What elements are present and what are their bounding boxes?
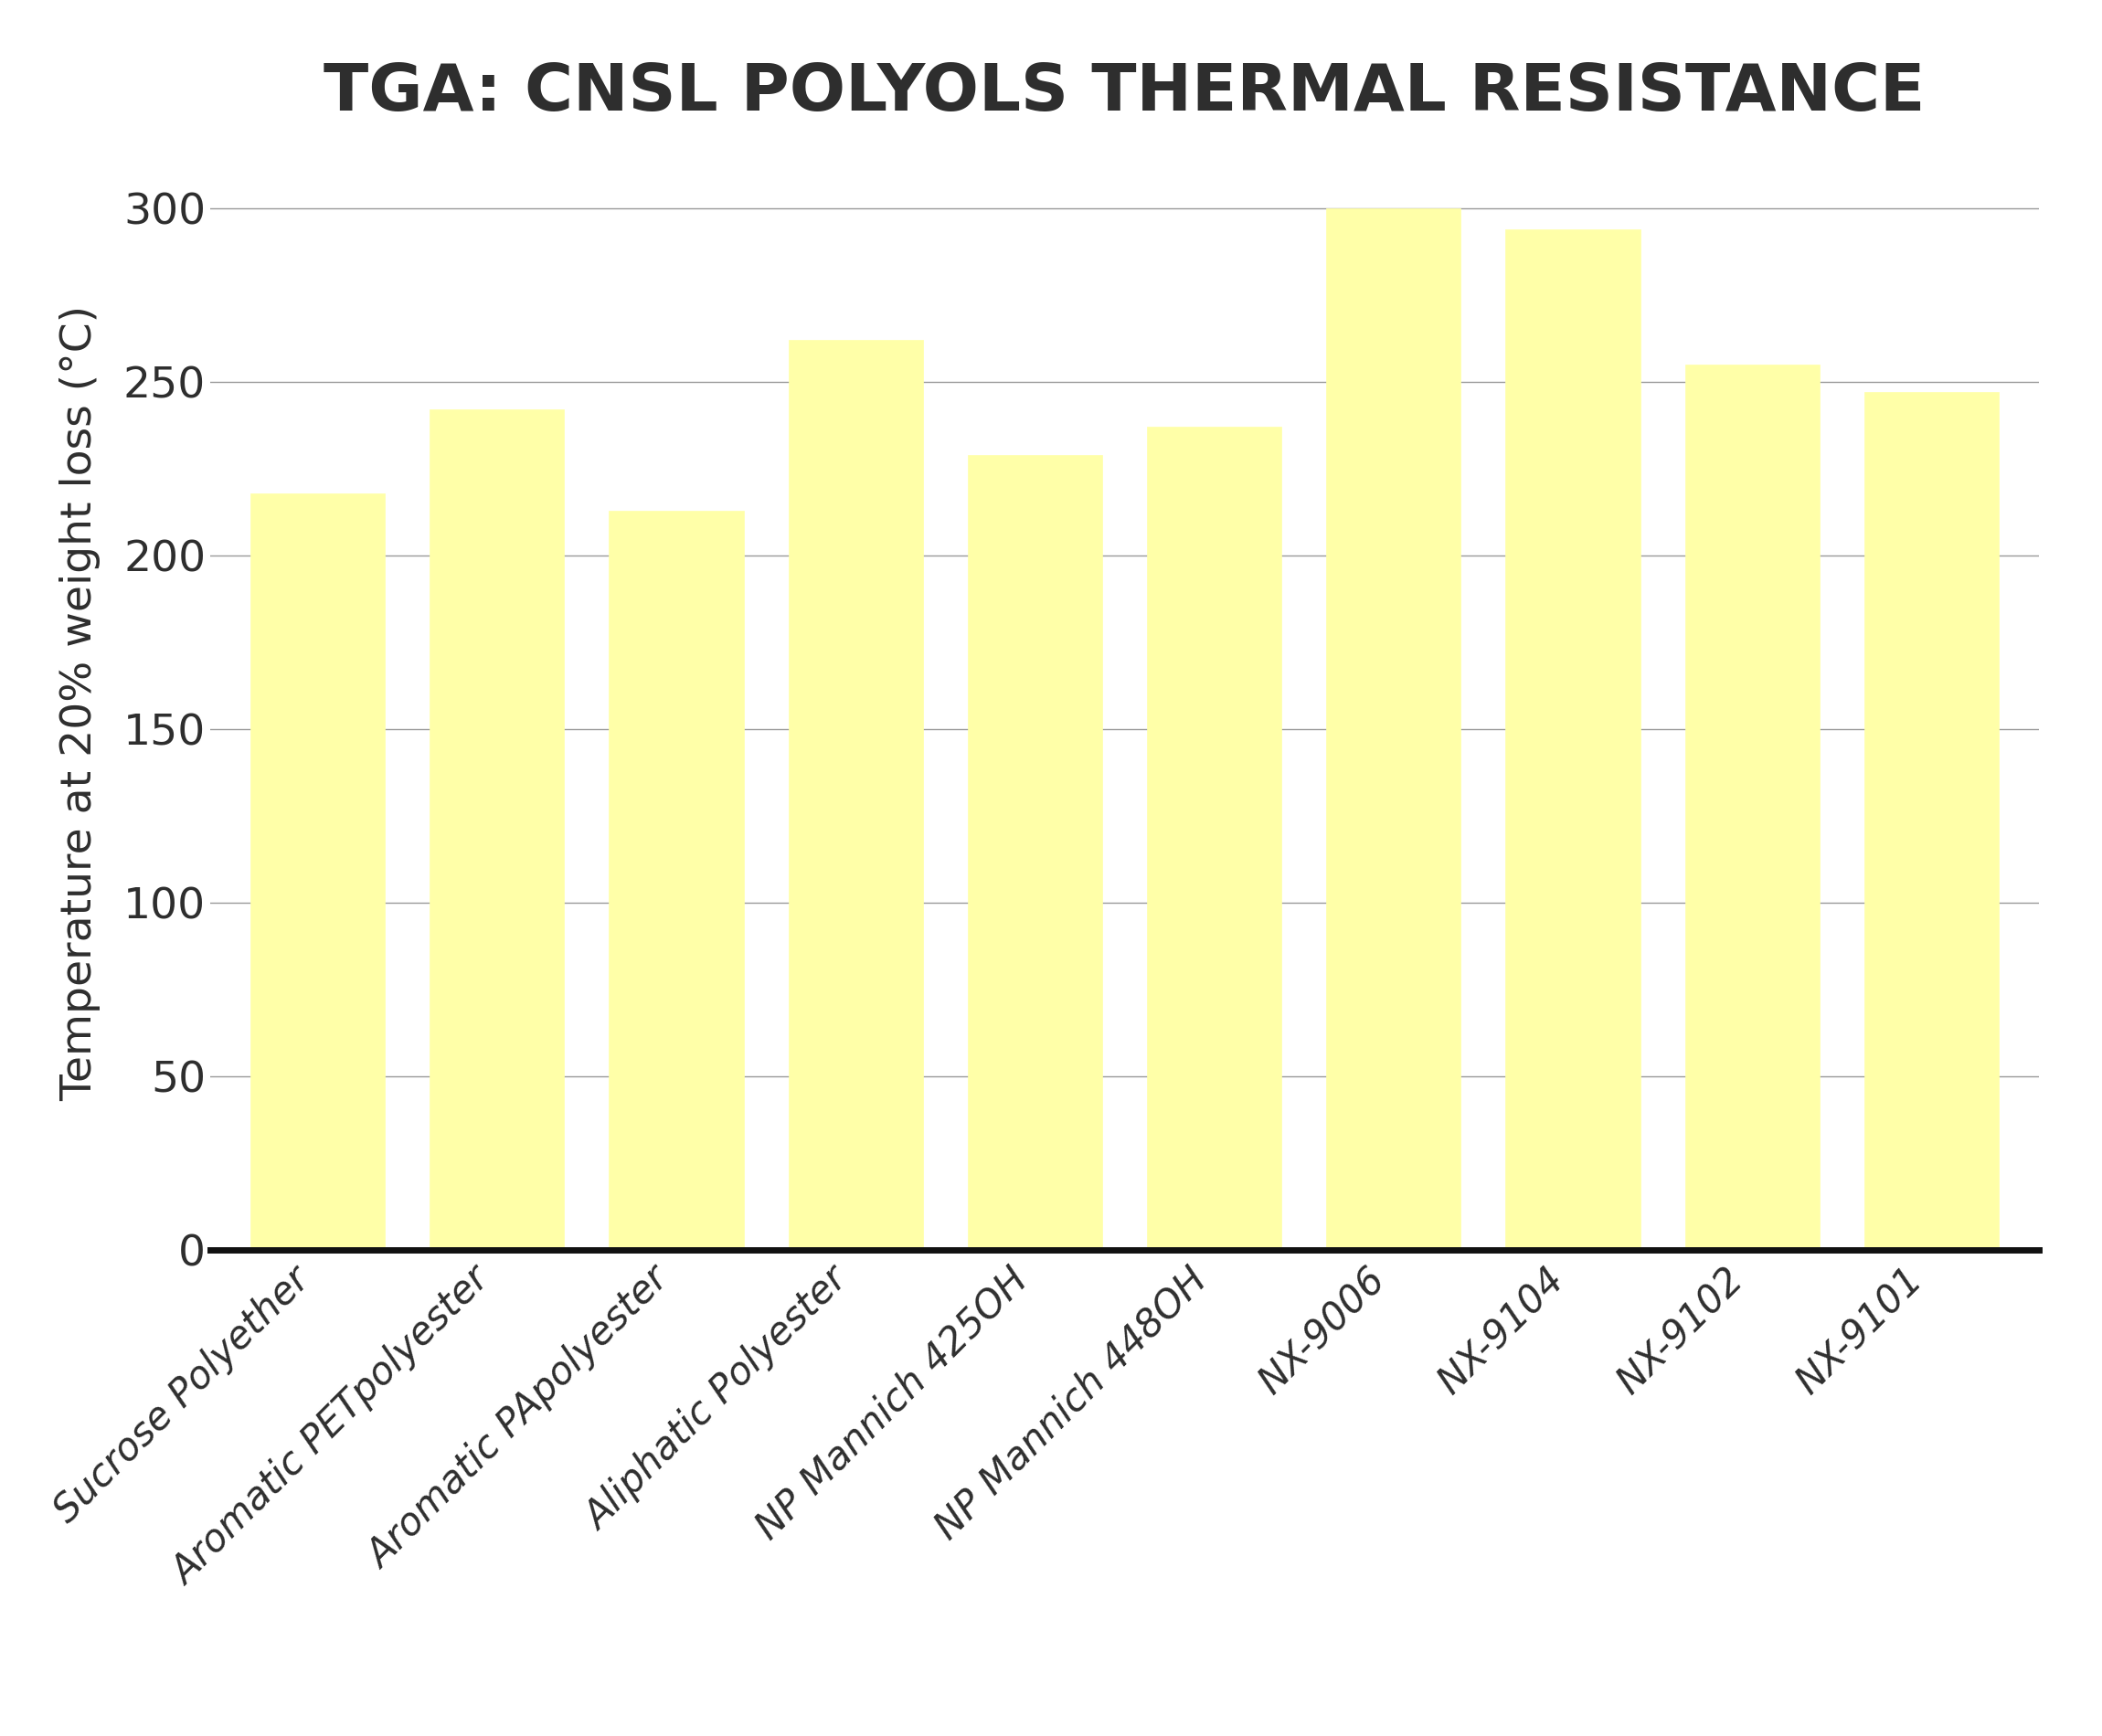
Bar <box>788 340 923 1250</box>
Bar <box>429 410 563 1250</box>
Bar <box>1505 229 1640 1250</box>
Bar <box>610 510 744 1250</box>
Y-axis label: Temperature at 20% weight loss (°C): Temperature at 20% weight loss (°C) <box>59 306 101 1101</box>
Bar <box>250 493 385 1250</box>
Title: TGA: CNSL POLYOLS THERMAL RESISTANCE: TGA: CNSL POLYOLS THERMAL RESISTANCE <box>324 61 1925 125</box>
Bar <box>1148 427 1282 1250</box>
Bar <box>967 455 1101 1250</box>
Bar <box>1686 365 1820 1250</box>
Bar <box>1864 392 1999 1250</box>
Bar <box>1326 208 1461 1250</box>
